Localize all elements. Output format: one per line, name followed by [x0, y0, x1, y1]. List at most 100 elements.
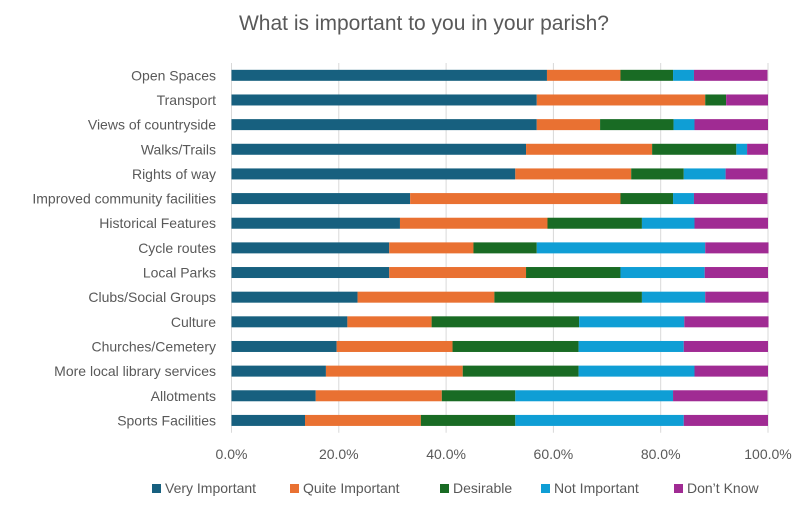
category-label: Walks/Trails: [141, 141, 216, 157]
bar-segment: [231, 143, 527, 155]
bar-segment: [515, 414, 684, 426]
bar-segment: [526, 267, 621, 279]
category-label: Clubs/Social Groups: [88, 289, 216, 305]
bar-segment: [231, 414, 306, 426]
bar-segment: [652, 143, 737, 155]
bar-segment: [231, 365, 326, 377]
legend-swatch: [541, 484, 550, 493]
bar-segment: [693, 69, 768, 81]
bar-segment: [578, 365, 695, 377]
bar-segment: [515, 390, 674, 402]
bar-segment: [736, 143, 748, 155]
bar-segment: [231, 291, 358, 303]
bar-segment: [231, 168, 516, 180]
bar-segment: [725, 168, 768, 180]
category-label: Cycle routes: [138, 240, 216, 256]
x-tick-label: 100.0%: [744, 446, 791, 462]
bar-segment: [473, 242, 537, 254]
legend: Very Important Quite Important Desirable No…: [152, 480, 759, 496]
legend-swatch: [290, 484, 299, 493]
category-label: Improved community facilities: [32, 191, 216, 207]
bar-segment: [673, 69, 694, 81]
legend-label: Not Important: [554, 480, 639, 496]
bar-segment: [631, 168, 684, 180]
bar-segment: [357, 291, 495, 303]
bar-segment: [515, 168, 632, 180]
category-labels: Open Spaces Transport Views of countryside…: [32, 67, 216, 428]
bar-segment: [231, 316, 348, 328]
x-axis-ticks: 0.0% 20.0% 40.0% 60.0% 80.0% 100.0%: [216, 446, 792, 462]
legend-label: Don’t Know: [687, 480, 759, 496]
bar-segment: [683, 340, 768, 352]
bar-segment: [231, 119, 537, 131]
bar-segment: [231, 242, 390, 254]
bar-segment: [536, 119, 601, 131]
bar-segment: [726, 94, 768, 106]
bar-segment: [641, 291, 706, 303]
legend-swatch: [674, 484, 683, 493]
bar-segment: [683, 168, 726, 180]
bar-segment: [452, 340, 579, 352]
x-tick-label: 80.0%: [641, 446, 681, 462]
bar-segment: [673, 193, 694, 205]
bar-segment: [526, 143, 653, 155]
category-label: Views of countryside: [88, 117, 216, 133]
category-label: Culture: [171, 314, 216, 330]
bar-segment: [336, 340, 453, 352]
bar-segment: [547, 217, 642, 229]
bar-segment: [747, 143, 768, 155]
bar-segment: [231, 390, 316, 402]
legend-label: Desirable: [453, 480, 512, 496]
bar-segment: [441, 390, 516, 402]
bar-segment: [694, 365, 768, 377]
bar-segment: [389, 267, 527, 279]
bar-segment: [325, 365, 463, 377]
bar-segment: [231, 94, 537, 106]
legend-label: Quite Important: [303, 480, 400, 496]
x-tick-label: 20.0%: [319, 446, 359, 462]
bar-segment: [705, 94, 727, 106]
bar-segment: [231, 267, 390, 279]
bar-segment: [410, 193, 621, 205]
bar-segment: [620, 267, 705, 279]
category-label: Transport: [157, 92, 217, 108]
bar-segment: [694, 217, 768, 229]
category-label: Churches/Cemetery: [92, 338, 217, 354]
category-label: Rights of way: [132, 166, 216, 182]
bar-segment: [694, 119, 768, 131]
bar-segment: [431, 316, 580, 328]
bar-segment: [673, 390, 768, 402]
bar-segment: [462, 365, 579, 377]
category-label: Open Spaces: [131, 67, 216, 83]
bar-segment: [705, 291, 769, 303]
category-label: More local library services: [54, 363, 216, 379]
x-tick-label: 60.0%: [534, 446, 574, 462]
legend-label: Very Important: [165, 480, 256, 496]
chart-title: What is important to you in your parish?: [239, 12, 609, 35]
category-label: Local Parks: [143, 265, 216, 281]
legend-swatch: [440, 484, 449, 493]
bar-segment: [673, 119, 695, 131]
bar-segment: [693, 193, 768, 205]
bar-segment: [231, 193, 411, 205]
bar-segment: [684, 316, 769, 328]
bar-segment: [620, 69, 674, 81]
bar-segment: [579, 316, 685, 328]
bar-segment: [399, 217, 548, 229]
bar-segment: [683, 414, 768, 426]
bars: [231, 69, 769, 426]
bar-segment: [231, 69, 547, 81]
bar-segment: [389, 242, 474, 254]
bar-segment: [620, 193, 674, 205]
x-tick-label: 40.0%: [426, 446, 466, 462]
legend-swatch: [152, 484, 161, 493]
category-label: Sports Facilities: [117, 412, 216, 428]
bar-segment: [600, 119, 674, 131]
bar-segment: [704, 267, 768, 279]
bar-segment: [315, 390, 442, 402]
bar-segment: [546, 69, 621, 81]
bar-segment: [536, 242, 706, 254]
x-tick-label: 0.0%: [216, 446, 248, 462]
